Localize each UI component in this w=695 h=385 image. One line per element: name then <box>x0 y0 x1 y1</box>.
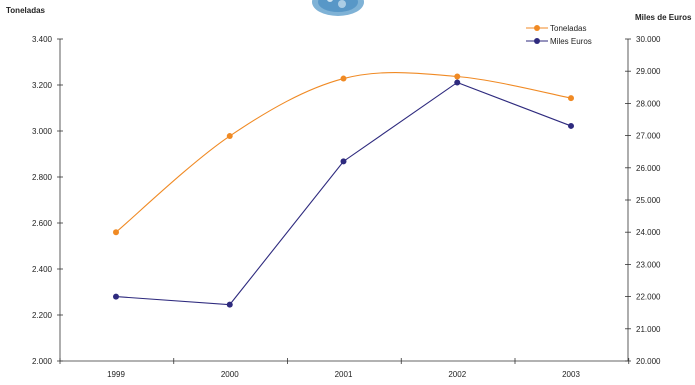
series-2-point <box>226 301 233 308</box>
left-tick-label: 2.400 <box>32 265 53 274</box>
legend-marker-2 <box>534 38 540 44</box>
legend-label-1: Toneladas <box>550 24 586 33</box>
left-tick-label: 2.600 <box>32 219 53 228</box>
left-tick-label: 2.200 <box>32 311 53 320</box>
series-2-point <box>454 79 461 86</box>
right-tick-label: 28.000 <box>636 99 661 108</box>
left-tick-label: 3.200 <box>32 81 53 90</box>
series-1-point <box>340 75 347 82</box>
x-tick-label: 2000 <box>221 370 239 379</box>
right-tick-label: 25.000 <box>636 196 661 205</box>
right-tick-label: 20.000 <box>636 357 661 366</box>
x-tick-label: 2001 <box>335 370 353 379</box>
right-tick-label: 29.000 <box>636 67 661 76</box>
series-1-point <box>113 229 119 236</box>
legend-label-2: Miles Euros <box>550 37 592 46</box>
fish-logo-icon <box>312 0 364 16</box>
series-line-1 <box>115 71 572 233</box>
right-axis-title: Miles de Euros <box>635 13 692 22</box>
right-tick-label: 22.000 <box>636 293 661 302</box>
right-tick-label: 30.000 <box>636 35 661 44</box>
x-tick-label: 1999 <box>107 370 125 379</box>
x-tick-label: 2002 <box>448 370 466 379</box>
series-2-point <box>113 293 119 300</box>
right-tick-label: 23.000 <box>636 260 661 269</box>
left-tick-label: 3.000 <box>32 127 53 136</box>
series-1-point <box>226 133 233 140</box>
left-axis-title: Toneladas <box>6 6 45 15</box>
series-1-point <box>454 73 461 80</box>
legend-marker-1 <box>534 25 540 31</box>
series-2-point <box>340 158 347 165</box>
series-line-2 <box>115 81 572 306</box>
left-tick-label: 3.400 <box>32 35 53 44</box>
series-1-point <box>568 95 574 102</box>
left-tick-label: 2.800 <box>32 173 53 182</box>
right-tick-label: 27.000 <box>636 132 661 141</box>
x-tick-label: 2003 <box>562 370 580 379</box>
right-tick-label: 24.000 <box>636 228 661 237</box>
series-2-point <box>568 122 574 129</box>
left-tick-label: 2.000 <box>32 357 53 366</box>
right-tick-label: 21.000 <box>636 325 661 334</box>
right-tick-label: 26.000 <box>636 164 661 173</box>
